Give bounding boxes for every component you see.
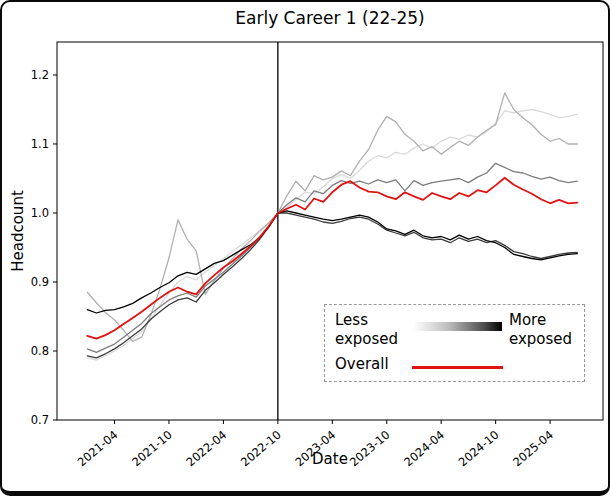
y-axis-label: Headcount xyxy=(9,190,27,272)
y-tick-label: 1.0 xyxy=(31,206,49,220)
screenshot-frame: 0.70.80.91.01.11.22021-042021-102022-042… xyxy=(0,0,610,496)
y-tick-label: 1.2 xyxy=(31,68,49,82)
exposure-gradient-bar xyxy=(413,322,502,331)
legend-overall-line-swatch xyxy=(412,366,503,369)
y-tick-label: 1.1 xyxy=(31,137,49,151)
chart-canvas: 0.70.80.91.01.11.22021-042021-102022-042… xyxy=(2,2,610,496)
x-axis-label: Date xyxy=(57,450,603,468)
chart-title: Early Career 1 (22-25) xyxy=(57,8,603,28)
legend-more-exposed-label: More exposed xyxy=(509,311,572,349)
legend-box: Less exposed More exposed Overall xyxy=(324,304,585,382)
y-tick-label: 0.7 xyxy=(31,413,49,427)
legend-less-exposed-label: Less exposed xyxy=(335,311,398,349)
y-tick-label: 0.8 xyxy=(31,344,49,358)
y-tick-label: 0.9 xyxy=(31,275,49,289)
legend-overall-label: Overall xyxy=(335,355,389,374)
